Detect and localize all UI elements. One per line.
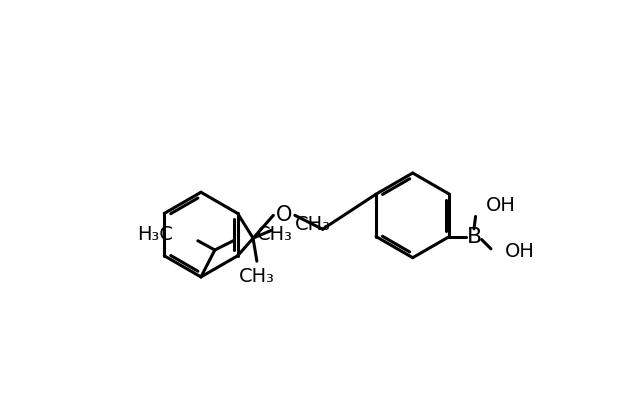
Text: O: O bbox=[276, 205, 292, 225]
Text: OH: OH bbox=[505, 242, 534, 261]
Text: CH₃: CH₃ bbox=[294, 215, 330, 234]
Text: H₃C: H₃C bbox=[138, 225, 173, 244]
Text: OH: OH bbox=[486, 196, 516, 215]
Text: CH₃: CH₃ bbox=[257, 225, 292, 244]
Text: CH₃: CH₃ bbox=[239, 267, 275, 286]
Text: B: B bbox=[467, 227, 482, 247]
